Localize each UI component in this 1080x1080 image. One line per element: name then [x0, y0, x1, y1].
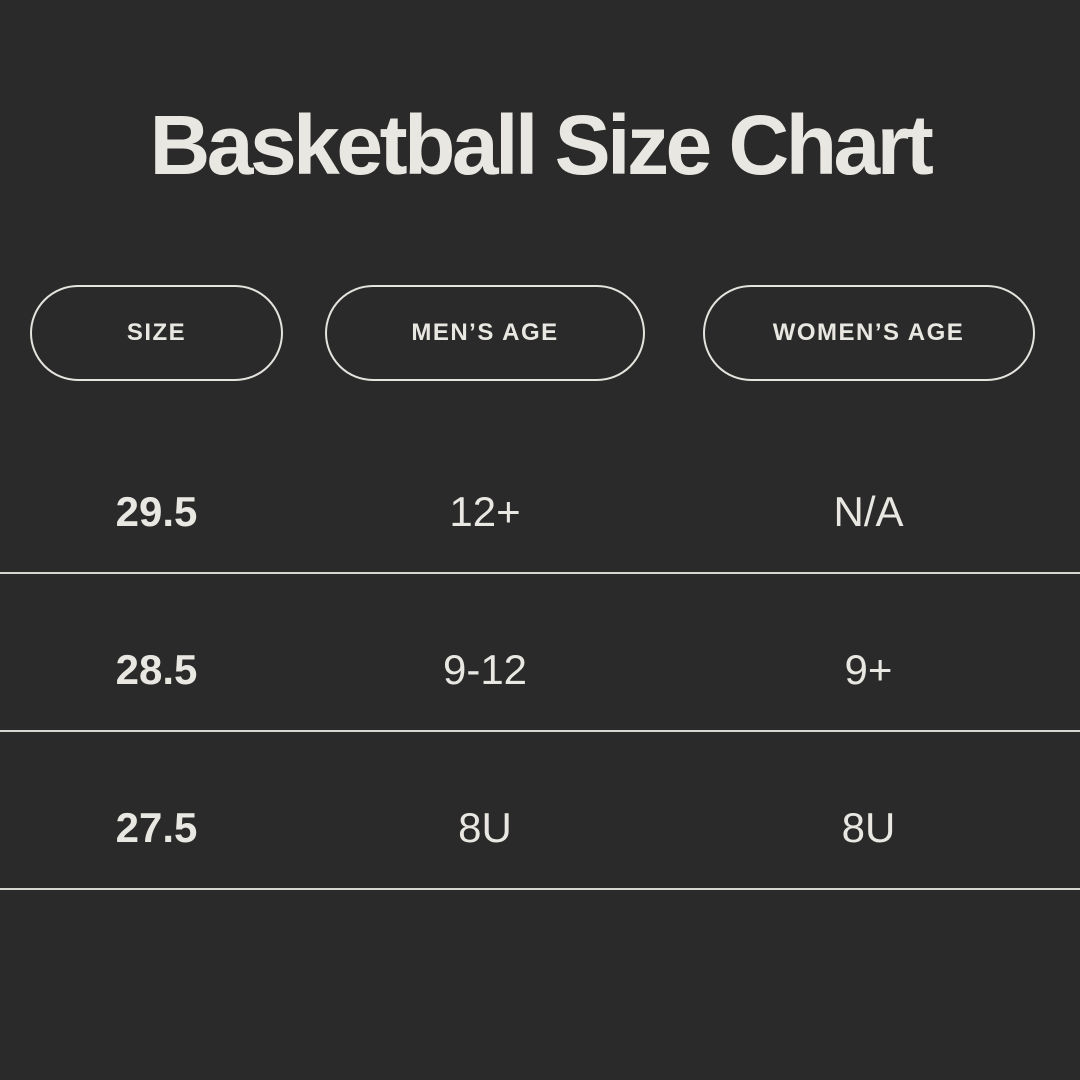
- table-header-row: SIZE MEN’S AGE WOMEN’S AGE: [0, 285, 1080, 382]
- header-cell-size: SIZE: [0, 285, 313, 382]
- header-cell-womens-age: WOMEN’S AGE: [657, 285, 1080, 382]
- cell-size: 27.5: [115, 804, 198, 852]
- column-header-size-pill: SIZE: [30, 285, 283, 382]
- cell-womens-age: N/A: [833, 488, 904, 536]
- cell-size: 28.5: [115, 646, 198, 694]
- table-row: 27.5 8U 8U: [0, 732, 1080, 891]
- cell-mens-age: 8U: [458, 804, 512, 852]
- table-row: 28.5 9-12 9+: [0, 574, 1080, 733]
- column-header-womens-age-label: WOMEN’S AGE: [772, 319, 965, 347]
- table-body: 29.5 12+ N/A 28.5 9-12 9+ 27.5 8U 8U: [0, 416, 1080, 891]
- table-row: 29.5 12+ N/A: [0, 416, 1080, 575]
- cell-mens-age: 9-12: [442, 646, 528, 694]
- column-header-mens-age-label: MEN’S AGE: [411, 319, 559, 347]
- cell-size: 29.5: [115, 488, 198, 536]
- cell-womens-age: 9+: [844, 646, 893, 694]
- header-cell-mens-age: MEN’S AGE: [313, 285, 657, 382]
- column-header-womens-age-pill: WOMEN’S AGE: [702, 285, 1035, 382]
- page-title: Basketball Size Chart: [149, 98, 934, 192]
- cell-mens-age: 12+: [449, 488, 521, 536]
- column-header-size-label: SIZE: [126, 319, 187, 347]
- column-header-mens-age-pill: MEN’S AGE: [325, 285, 645, 382]
- cell-womens-age: 8U: [841, 804, 896, 852]
